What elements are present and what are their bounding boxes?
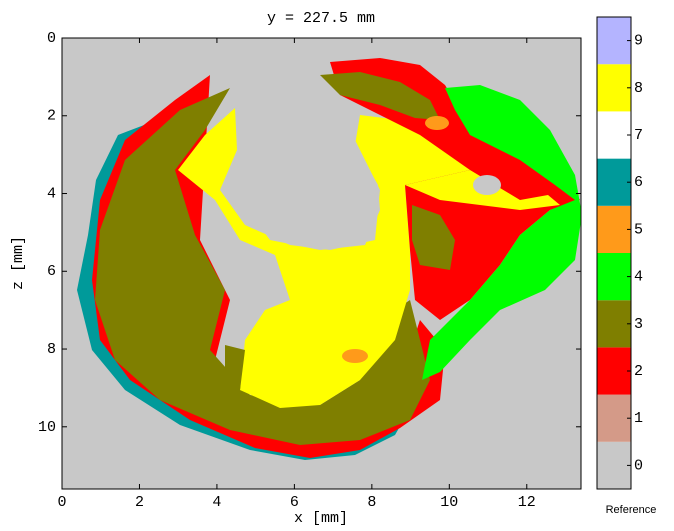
x-axis-label: x [mm] [294,510,348,526]
colorbar-tick-label: 9 [634,33,643,50]
colorbar-segment [597,253,631,300]
region [473,175,501,195]
x-tick-label: 2 [135,494,144,511]
chart: y = 227.5 mm x [mm] z [mm] Reference 0 2 4… [0,0,674,526]
colorbar-segment [597,300,631,347]
colorbar-tick-label: 3 [634,316,643,333]
colorbar-tick-label: 8 [634,80,643,97]
colorbar-tick-label: 2 [634,363,643,380]
colorbar-segment [597,395,631,442]
colorbar-tick-label: 7 [634,127,643,144]
region [342,349,368,363]
y-tick-label: 4 [47,185,56,202]
colorbar-segment [597,64,631,111]
y-tick-label: 8 [47,341,56,358]
colorbar-segment [597,347,631,394]
y-tick-label: 6 [47,263,56,280]
x-tick-label: 10 [440,494,458,511]
x-tick-label: 12 [518,494,536,511]
colorbar-tick-label: 4 [634,269,643,286]
x-tick-label: 6 [290,494,299,511]
y-axis-label: z [mm] [10,236,27,290]
y-tick-label: 10 [38,419,56,436]
colorbar-tick-label: 6 [634,174,643,191]
x-tick-label: 8 [367,494,376,511]
colorbar-segment [597,442,631,489]
colorbar-segment [597,206,631,253]
colorbar-segment [597,111,631,158]
colorbar-tick-label: 0 [634,457,643,474]
colorbar-segment [597,17,631,64]
colorbar-label: Reference [606,504,657,516]
segmentation-map [62,38,582,489]
colorbar-tick-label: 5 [634,221,643,238]
y-tick-label: 2 [47,108,56,125]
chart-title: y = 227.5 mm [267,10,375,27]
x-tick-label: 0 [57,494,66,511]
colorbar-segment [597,159,631,206]
region [425,116,449,130]
y-tick-label: 0 [47,30,56,47]
colorbar-tick-label: 1 [634,410,643,427]
x-tick-label: 4 [212,494,221,511]
